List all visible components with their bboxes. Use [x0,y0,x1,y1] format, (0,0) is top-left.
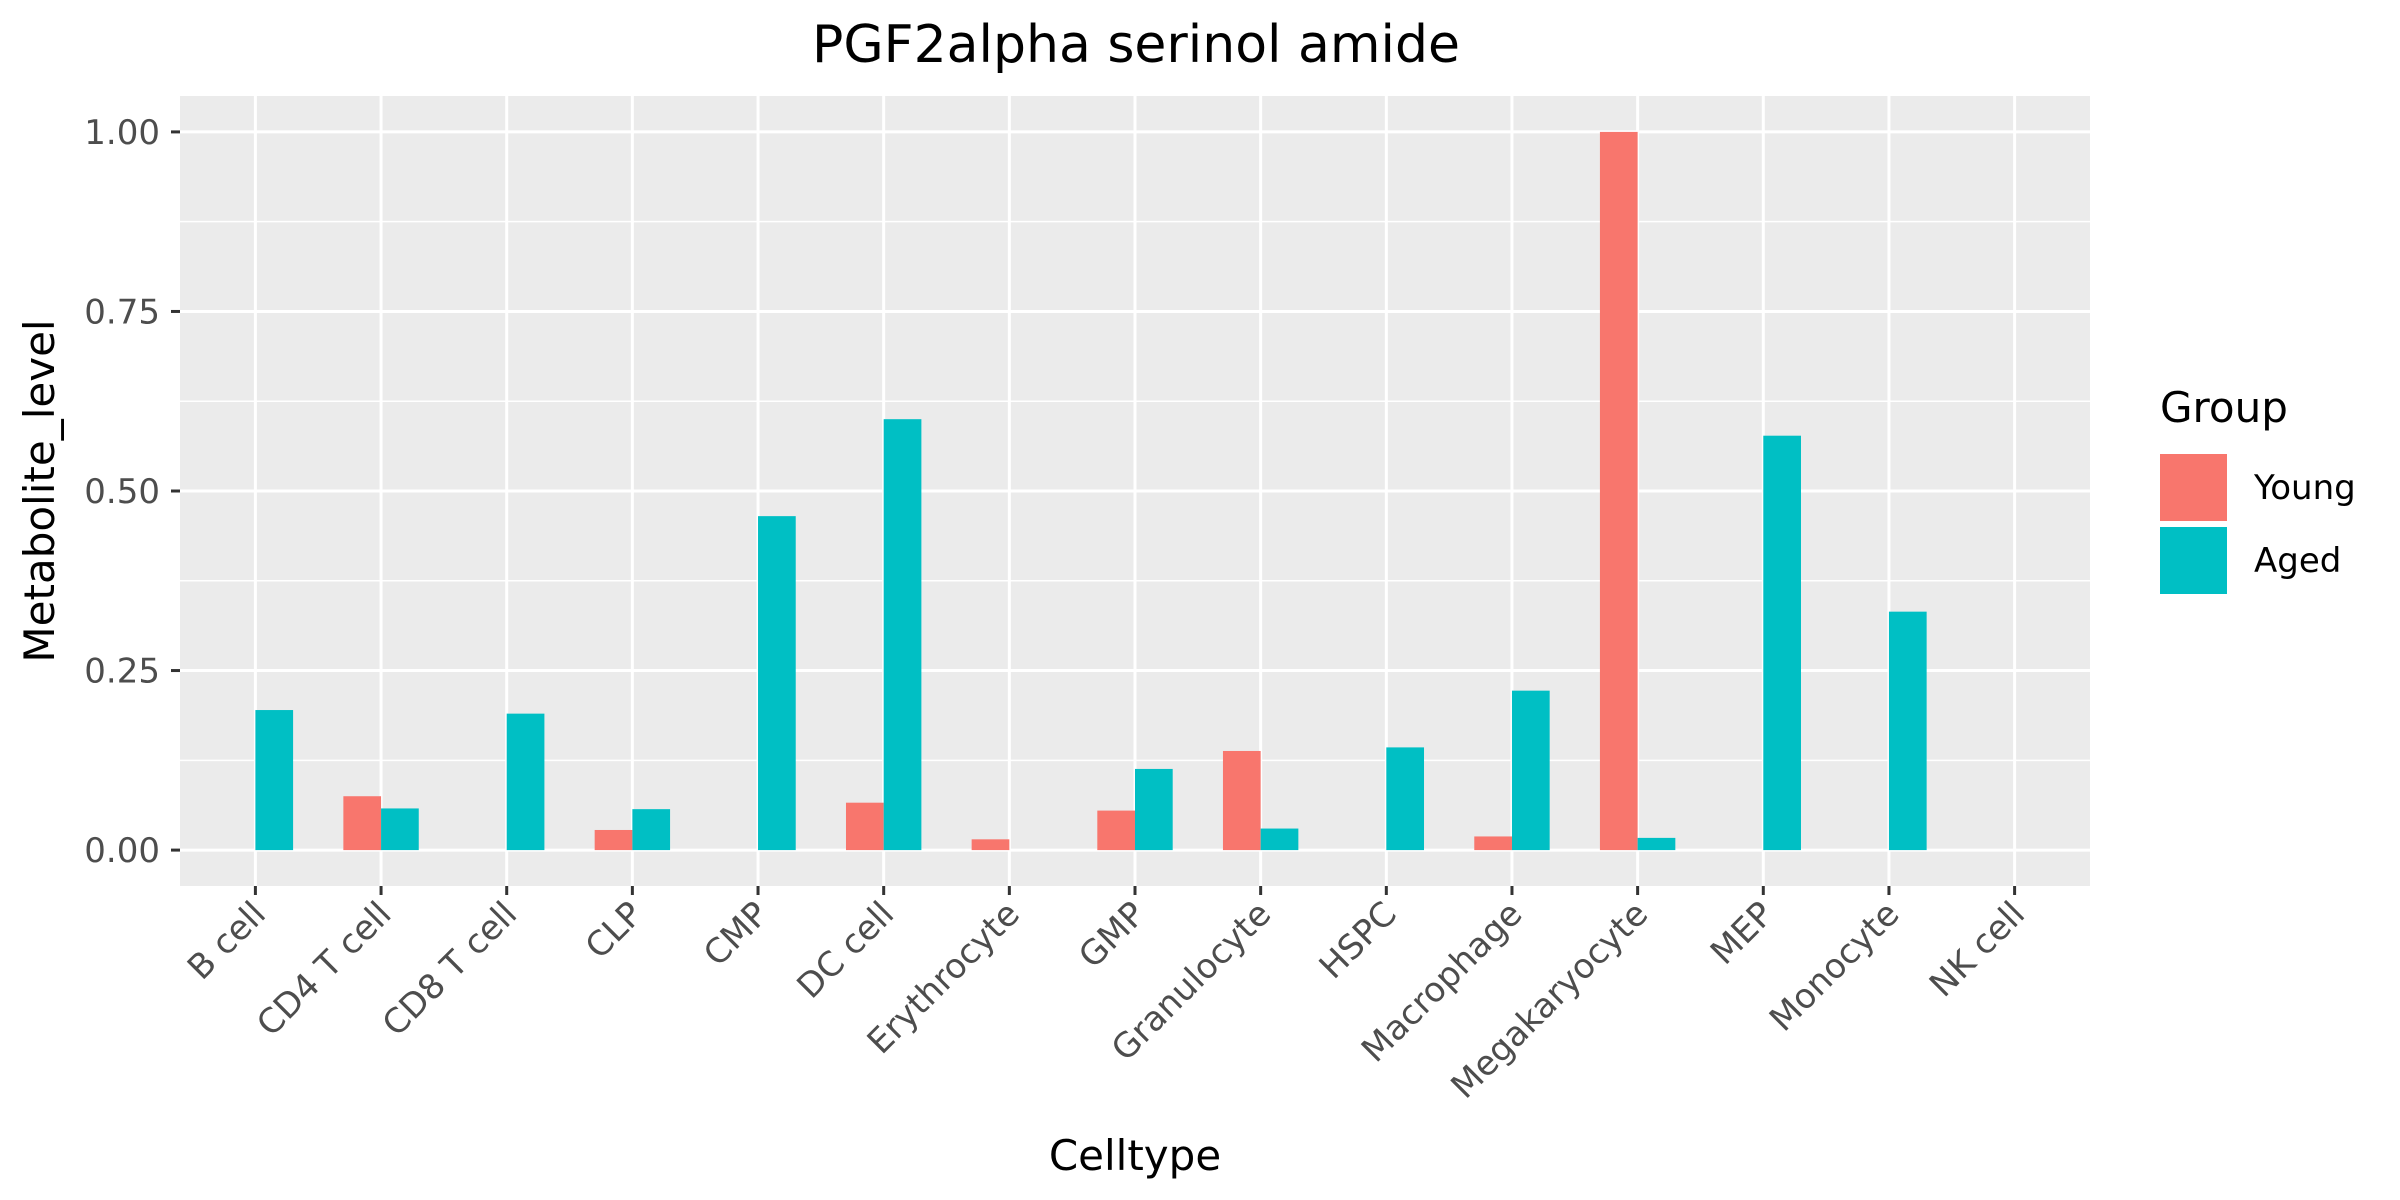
y-tick-label: 0.00 [84,831,160,871]
x-tick-label: MEP [1703,894,1782,973]
x-tick-label: HSPC [1312,894,1405,987]
legend-title: Group [2160,383,2288,432]
x-tick-label: GMP [1071,894,1153,976]
x-tick-label: NK cell [1922,894,2033,1005]
y-tick-label: 0.25 [84,652,160,692]
bar-aged-mep [1763,435,1801,851]
legend-swatch-young [2160,454,2227,521]
bar-young-dc-cell [845,802,884,851]
x-tick-label: CMP [696,894,776,974]
legend: Group Young Aged [2160,383,2356,594]
y-axis-title: Metabolite_level [15,319,64,662]
legend-swatch-aged [2160,527,2227,594]
bar-young-megakaryocyte [1599,131,1638,851]
legend-label-aged: Aged [2254,541,2341,581]
legend-label-young: Young [2253,468,2356,508]
bar-young-macrophage [1474,836,1512,851]
bar-aged-hspc [1386,747,1425,851]
y-axis: 0.00 0.25 0.50 0.75 1.00 [84,113,180,871]
bar-young-granulocyte [1222,750,1261,851]
x-tick-label: B cell [180,894,274,988]
y-tick-label: 0.75 [84,292,160,332]
bar-aged-cd8-t-cell [506,713,545,851]
chart-title: PGF2alpha serinol amide [812,15,1460,75]
bar-aged-dc-cell [883,419,922,851]
bar-aged-cmp [758,516,796,851]
bar-aged-megakaryocyte [1637,837,1676,851]
bar-young-erythrocyte [971,839,1010,851]
bar-aged-macrophage [1511,690,1550,851]
bar-aged-granulocyte [1260,828,1299,851]
x-axis-title: Celltype [1049,1131,1221,1180]
bars [255,131,1927,851]
x-tick-label: Monocyte [1762,894,1907,1039]
bar-aged-clp [632,809,671,851]
bar-young-clp [594,829,633,851]
x-tick-label: CD4 T cell [249,894,399,1044]
bar-aged-cd4-t-cell [381,808,419,851]
bar-young-gmp [1097,810,1135,851]
y-tick-label: 0.50 [84,472,160,512]
bar-aged-b-cell [255,710,294,851]
x-tick-label: CD8 T cell [375,894,525,1044]
x-tick-label: CLP [578,894,651,967]
bar-young-cd4-t-cell [343,796,382,851]
bar-aged-monocyte [1888,611,1927,851]
x-tick-label: DC cell [789,894,902,1007]
y-tick-label: 1.00 [84,113,160,153]
bar-aged-gmp [1135,768,1173,851]
